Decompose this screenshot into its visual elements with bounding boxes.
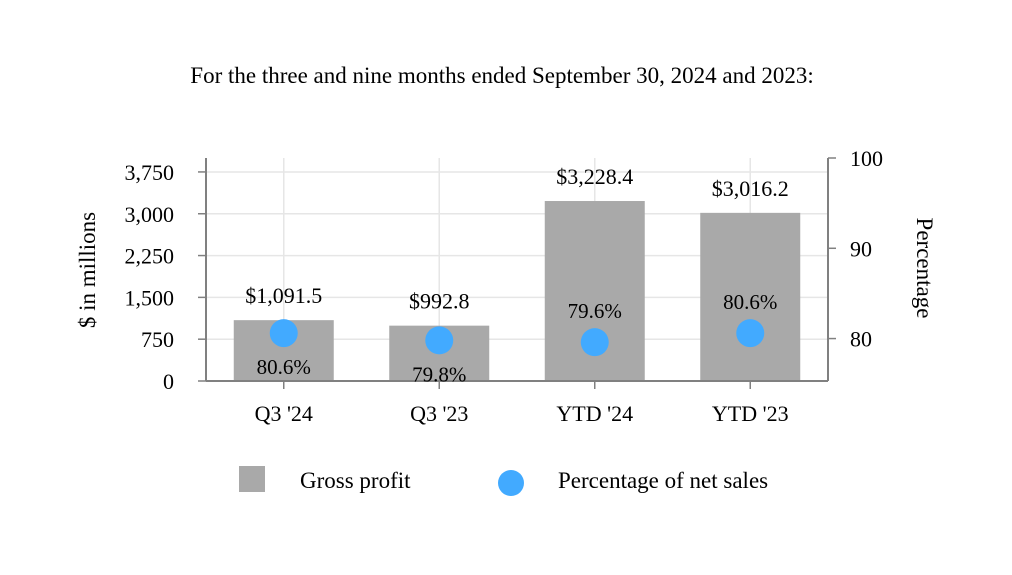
y-axis-label: $ in millions (75, 212, 100, 328)
y-tick-label: 2,250 (125, 244, 175, 269)
legend-label-gross-profit: Gross profit (300, 468, 411, 493)
bar-value-label: $3,228.4 (556, 164, 633, 189)
legend-swatch-gross-profit (239, 466, 265, 492)
bar-gross-profit (700, 212, 801, 381)
point-value-label: 79.6% (568, 299, 622, 323)
bar-value-label: $1,091.5 (245, 283, 322, 308)
x-tick-label: Q3 '23 (410, 401, 468, 426)
point-percentage-of-net-sales (580, 328, 609, 357)
y2-tick-label: 100 (850, 146, 883, 171)
data-labels: $1,091.5 $992.8 $3,228.4 $3,016.2 80.6% 79.8%… (245, 164, 789, 386)
point-percentage-of-net-sales (269, 319, 298, 348)
legend: Gross profit Percentage of net sales (239, 466, 768, 496)
legend-swatch-percentage (498, 470, 524, 496)
y-tick-label: 0 (163, 369, 174, 394)
points (269, 319, 765, 357)
chart-title: For the three and nine months ended Sept… (190, 63, 813, 88)
y-tick-label: 750 (141, 327, 174, 352)
point-percentage-of-net-sales (425, 326, 454, 355)
point-value-label: 80.6% (723, 290, 777, 314)
bar-value-label: $992.8 (409, 289, 470, 314)
x-tick-label: Q3 '24 (255, 401, 313, 426)
y-tick-label: 1,500 (125, 285, 175, 310)
bar-value-label: $3,016.2 (712, 176, 789, 201)
y2-tick-label: 80 (850, 327, 872, 352)
x-tick-label: YTD '23 (712, 401, 789, 426)
y-tick-label: 3,750 (125, 160, 175, 185)
point-value-label: 79.8% (412, 362, 466, 386)
y2-tick-label: 90 (850, 236, 872, 261)
y-tick-label: 3,000 (125, 202, 175, 227)
y2-axis-label: Percentage (912, 218, 937, 319)
axes: 0 750 1,500 2,250 3,000 3,750 80 90 100 Q3 '24 Q3 … (125, 146, 884, 426)
x-tick-label: YTD '24 (556, 401, 633, 426)
legend-label-percentage: Percentage of net sales (558, 468, 768, 493)
point-percentage-of-net-sales (736, 319, 765, 348)
point-value-label: 80.6% (257, 355, 311, 379)
